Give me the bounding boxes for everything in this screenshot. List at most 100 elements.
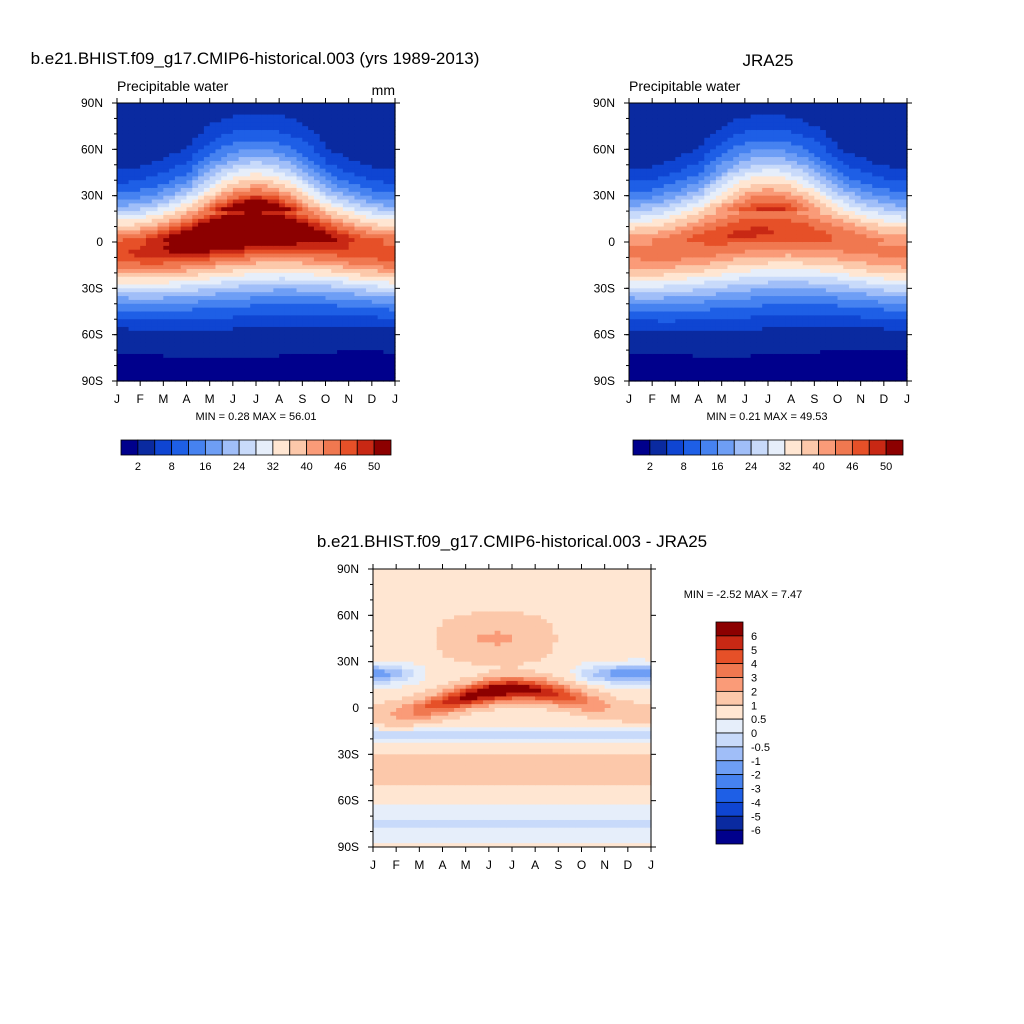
panel-model-colorbar-swatch <box>120 439 139 456</box>
panel-obs-colorbar-swatch <box>885 439 904 456</box>
panel-diff-colorbar-label: 4 <box>751 659 757 671</box>
panel-obs-colorbar-swatch <box>818 439 836 456</box>
panel-obs-colorbar-label: 32 <box>779 461 791 473</box>
panel-obs-colorbar-swatch <box>767 439 786 456</box>
panel-diff-colorbar-swatch <box>715 732 744 748</box>
panel-obs-colorbar-swatch <box>716 439 735 456</box>
panel-obs-ytick-label: 60N <box>593 142 615 156</box>
panel-diff-colorbar-label: 5 <box>751 645 757 657</box>
panel-model-xtick-label: J <box>230 392 236 406</box>
panel-obs-ytick-label: 90N <box>593 96 615 110</box>
panel-diff-colorbar: 6 5 4 32 1 0.5 0 -0.5 -1 -2 -3-4 -5 -6 <box>715 621 770 845</box>
panel-model-xtick-label: J <box>114 392 120 406</box>
panel-model-minmax: MIN = 0.28 MAX = 56.01 <box>195 411 316 423</box>
panel-obs-xtick-label: M <box>670 392 680 406</box>
panel-model-contour-field <box>117 103 396 382</box>
panel-obs-ytick-label: 30N <box>593 189 615 203</box>
panel-obs-ytick-label: 90S <box>594 374 615 388</box>
panel-obs-ytick-label: 0 <box>608 235 615 249</box>
panel-diff-xtick-label: N <box>600 858 609 872</box>
panel-diff-colorbar-swatch <box>715 677 744 692</box>
panel-obs-colorbar-swatch <box>801 439 820 456</box>
panel-model-colorbar-swatch <box>323 439 341 456</box>
panel-diff-colorbar-swatch <box>715 829 744 845</box>
panel-diff-xtick-label: J <box>370 858 376 872</box>
panel-model-ytick-label: 30S <box>82 281 103 295</box>
panel-obs-colorbar-swatch <box>868 439 887 456</box>
panel-model-xtick-label: A <box>182 392 190 406</box>
panel-diff-colorbar-swatch <box>715 649 744 665</box>
panel-model-units-label: mm <box>372 82 395 98</box>
panel-obs-xtick-label: J <box>765 392 771 406</box>
panel-obs-colorbar-swatch <box>666 439 685 456</box>
panel-obs-colorbar-swatch <box>784 439 803 456</box>
panel-diff-minmax: MIN = -2.52 MAX = 7.47 <box>684 589 803 601</box>
panel-obs-xtick-label: O <box>833 392 842 406</box>
panel-diff-colorbar-swatch <box>715 663 744 678</box>
panel-model-colorbar-swatch <box>171 439 189 456</box>
panel-diff-colorbar-swatch <box>715 774 744 789</box>
panel-model-colorbar-label: 2 <box>135 461 141 473</box>
panel-obs-variable-label: Precipitable water <box>629 78 741 94</box>
panel-model-colorbar-swatch <box>137 439 156 456</box>
panel-obs-xtick-label: A <box>694 392 702 406</box>
panel-obs-colorbar-swatch <box>649 439 668 456</box>
panel-model-ytick-label: 60S <box>82 328 103 342</box>
panel-obs-colorbar-label: 2 <box>647 461 653 473</box>
panel-model-ytick-label: 90N <box>81 96 103 110</box>
panel-diff-colorbar-label: 3 <box>751 673 757 685</box>
panel-obs-colorbar-swatch <box>632 439 651 456</box>
panel-obs-minmax: MIN = 0.21 MAX = 49.53 <box>706 411 827 423</box>
panel-model-xtick-label: J <box>392 392 398 406</box>
panel-diff-colorbar-label: -5 <box>751 811 761 823</box>
panel-obs-xtick-label: M <box>717 392 727 406</box>
panel-model-ytick-label: 90S <box>82 374 103 388</box>
panel-obs-colorbar-swatch <box>700 439 718 456</box>
panel-obs-xtick-label: A <box>787 392 795 406</box>
panel-obs-colorbar-swatch <box>835 439 853 456</box>
panel-obs-colorbar-swatch <box>683 439 701 456</box>
panel-model-colorbar-label: 24 <box>233 461 245 473</box>
panel-obs-xtick-label: S <box>810 392 818 406</box>
panel-model-colorbar-swatch <box>306 439 324 456</box>
panel-diff-ytick-label: 30S <box>338 747 359 761</box>
panel-model-xtick-label: S <box>298 392 306 406</box>
panel-diff-colorbar-label: 0 <box>751 728 757 740</box>
panel-diff-xtick-label: A <box>531 858 539 872</box>
panel-obs-xtick-label: J <box>626 392 632 406</box>
panel-model-colorbar-swatch <box>238 439 257 456</box>
panel-diff-colorbar-swatch <box>715 746 744 762</box>
panel-diff-colorbar-label: -4 <box>751 797 761 809</box>
panel-diff-xtick-label: F <box>392 858 399 872</box>
panel-diff-xtick-label: D <box>623 858 632 872</box>
panel-model-colorbar-swatch <box>272 439 291 456</box>
panel-model-colorbar-swatch <box>289 439 308 456</box>
panel-obs-colorbar-label: 16 <box>711 461 723 473</box>
panel-diff-ytick-label: 90N <box>337 562 359 576</box>
panel-diff-xtick-label: M <box>461 858 471 872</box>
panel-model-ytick-label: 0 <box>96 235 103 249</box>
panel-diff-colorbar-label: -1 <box>751 756 761 768</box>
panel-obs-xtick-label: J <box>742 392 748 406</box>
panel-diff-colorbar-swatch <box>715 718 744 734</box>
panel-model-xtick-label: N <box>344 392 353 406</box>
panel-model-xtick-label: J <box>253 392 259 406</box>
panel-diff-colorbar-label: -2 <box>751 770 761 782</box>
panel-model-colorbar-swatch <box>204 439 223 456</box>
panel-model-xtick-label: O <box>321 392 330 406</box>
panel-diff-colorbar-label: -6 <box>751 825 761 837</box>
panel-obs-colorbar: 2 8 16 24 32 40 46 50 <box>632 439 904 473</box>
panel-diff-colorbar-label: 1 <box>751 700 757 712</box>
panel-diff-title: b.e21.BHIST.f09_g17.CMIP6-historical.003… <box>317 532 707 551</box>
panel-model-title: b.e21.BHIST.f09_g17.CMIP6-historical.003… <box>31 49 480 68</box>
panel-model-xtick-label: F <box>136 392 143 406</box>
panel-obs-colorbar-label: 40 <box>813 461 825 473</box>
panel-model-colorbar-swatch <box>373 439 392 456</box>
panel-obs-xtick-label: D <box>879 392 888 406</box>
panel-model-colorbar-swatch <box>339 439 358 456</box>
panel-model-xtick-label: D <box>367 392 376 406</box>
